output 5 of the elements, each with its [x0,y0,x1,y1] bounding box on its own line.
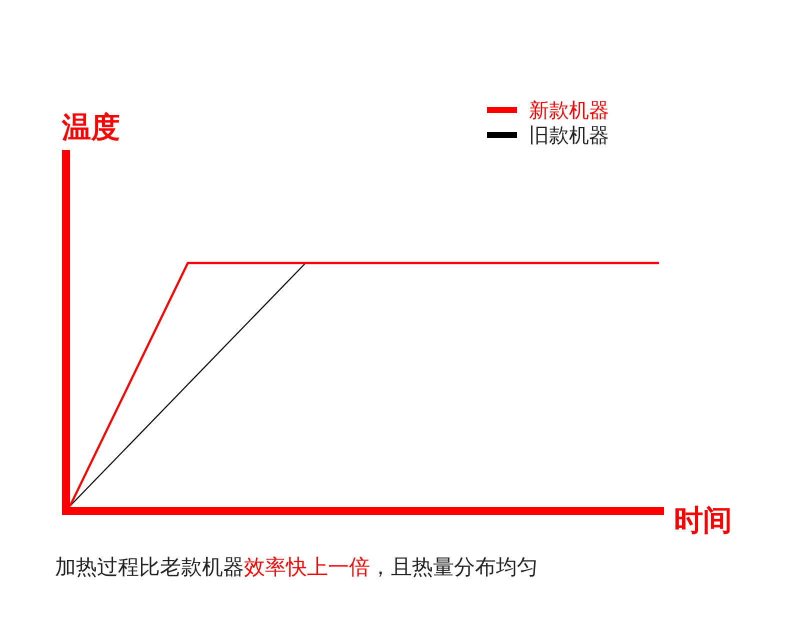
xlabel: 时间 [674,503,732,537]
annotation: 效率快上一倍 [244,555,370,579]
ylabel: 温度 [62,110,120,144]
annotation: ，且热量分布均匀 [370,555,538,579]
annotation: 加热过程比老款机器 [55,555,244,579]
